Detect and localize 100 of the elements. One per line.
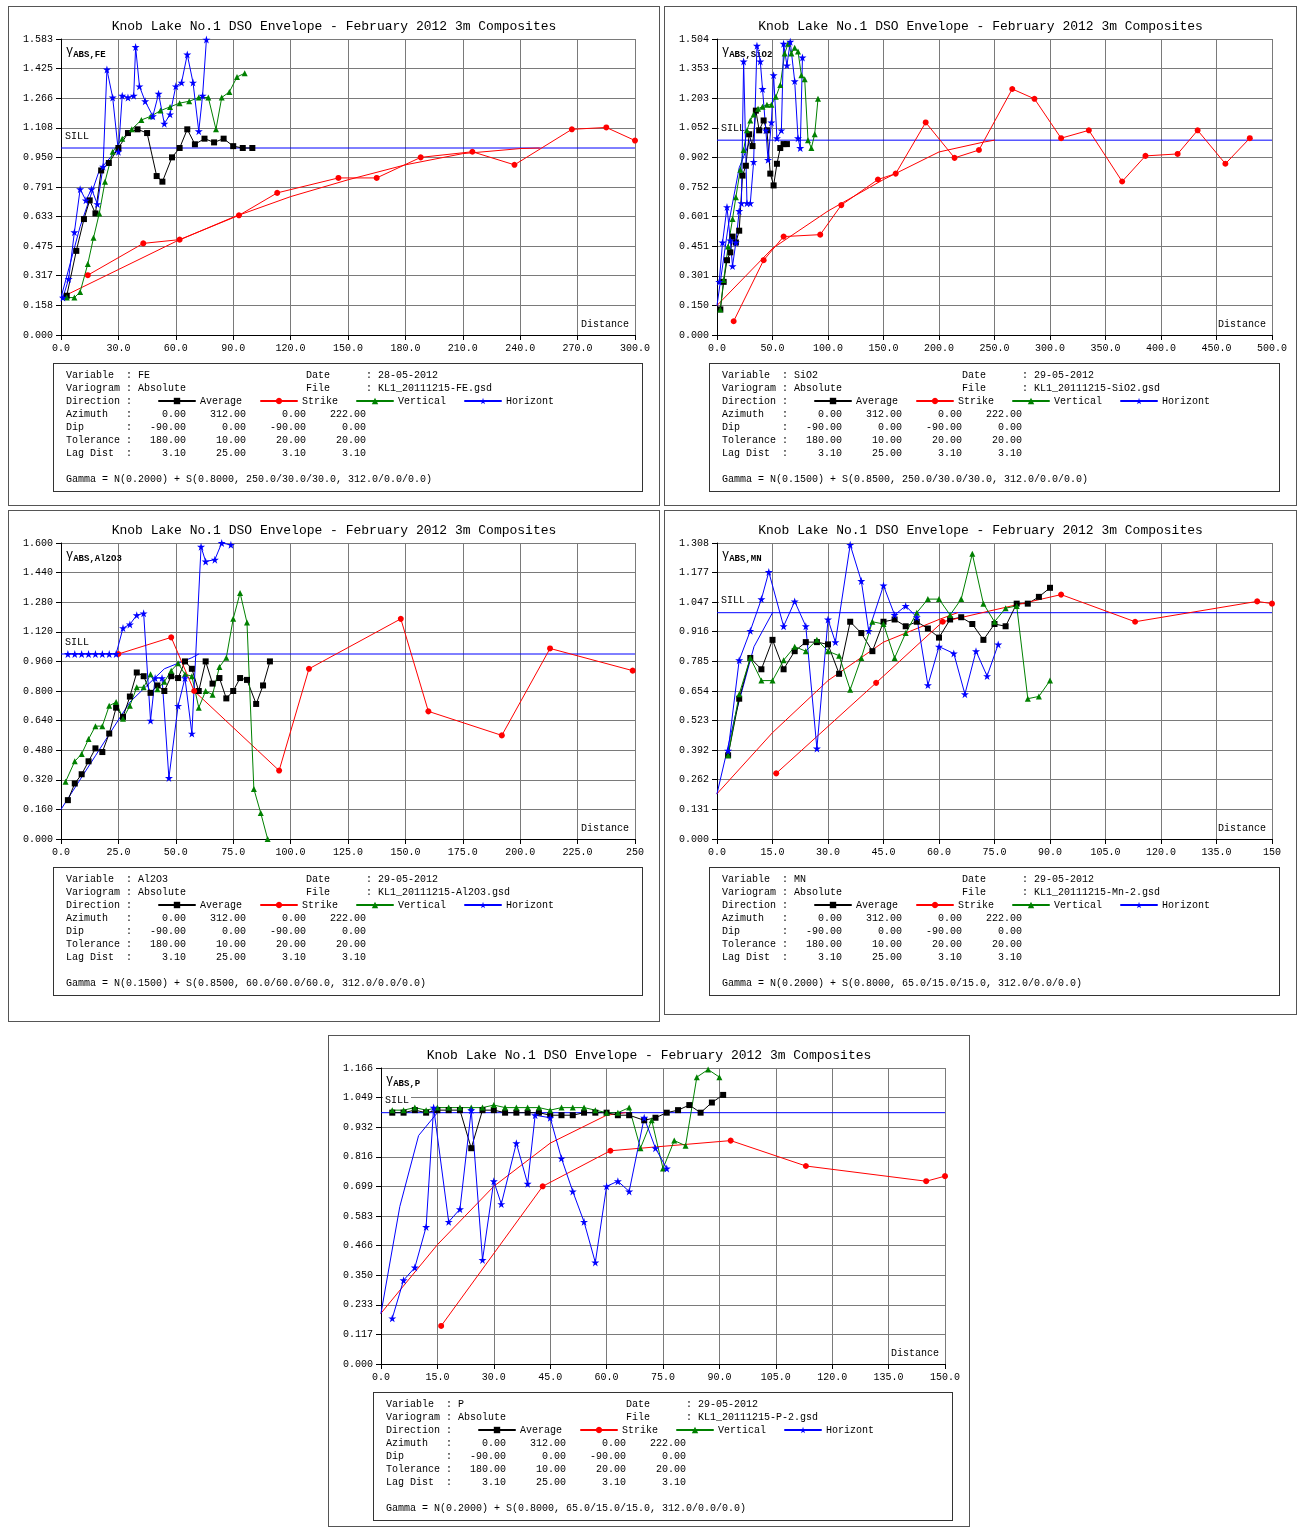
- legend-label: Vertical: [1054, 899, 1103, 911]
- text: Dip : -90.00 0.00 -90.00 0.00: [386, 1451, 687, 1462]
- text: Variogram : Absolute File : KL1_20111215-SiO2.gsd: [722, 383, 1161, 394]
- legend-label: Horizont: [1162, 395, 1211, 407]
- x-axis-title: Distance: [1217, 318, 1267, 330]
- legend-label: Horizont: [506, 395, 555, 407]
- y-tick-label: 0.160: [22, 803, 53, 815]
- x-tick-label: 300.0: [619, 342, 651, 354]
- y-tick-label: 0.640: [22, 715, 53, 727]
- x-tick-label: 30.0: [106, 342, 131, 354]
- x-tick-label: 270.0: [562, 342, 593, 354]
- x-tick-label: 60.0: [926, 846, 952, 858]
- chart-title: Knob Lake No.1 DSO Envelope - February 2012 3m Composites: [111, 19, 557, 34]
- x-tick-label: 240.0: [505, 342, 536, 354]
- x-tick-label: 200.0: [923, 342, 955, 354]
- chart-title: Knob Lake No.1 DSO Envelope - February 2012 3m Composites: [111, 523, 557, 538]
- legend-label: Horizont: [826, 1424, 875, 1436]
- legend-label: Average: [200, 899, 243, 911]
- x-tick-label: 0.0: [51, 846, 71, 858]
- x-tick-label: 250: [625, 846, 645, 858]
- text: Gamma = N(0.1500) + S(0.8500, 60.0/60.0/60.0, 312.0/0.0/0.0): [66, 978, 427, 989]
- text: Variable : Al2O3 Date : 29-05-2012: [66, 874, 439, 885]
- x-tick-label: 25.0: [106, 846, 131, 858]
- legend-label: Strike: [958, 395, 995, 407]
- text: Tolerance : 180.00 10.00 20.00 20.00: [66, 939, 367, 950]
- text: Direction :: [66, 396, 133, 407]
- ref-line-label: SILL: [721, 595, 746, 607]
- y-tick-label: 0.785: [678, 655, 709, 667]
- text: Lag Dist : 3.10 25.00 3.10 3.10: [722, 448, 1023, 459]
- ref-line-label: SILL: [385, 1095, 410, 1107]
- text: Direction :: [722, 396, 789, 407]
- text: Variable : SiO2 Date : 29-05-2012: [722, 370, 1095, 381]
- legend-label: Average: [520, 1424, 563, 1436]
- x-tick-label: 75.0: [982, 846, 1007, 858]
- x-axis-title: Distance: [890, 1347, 940, 1359]
- x-tick-label: 180.0: [390, 342, 421, 354]
- y-tick-label: 0.350: [342, 1269, 373, 1281]
- x-tick-label: 30.0: [815, 846, 841, 858]
- legend-label: Vertical: [1054, 395, 1103, 407]
- y-tick-label: 1.177: [678, 567, 709, 579]
- y-tick-label: 1.049: [342, 1092, 373, 1104]
- y-tick-label: 1.600: [22, 537, 53, 549]
- legend-label: Average: [856, 395, 899, 407]
- y-tick-label: 0.633: [22, 211, 53, 223]
- x-tick-label: 120.0: [1145, 846, 1177, 858]
- y-tick-label: 0.301: [678, 270, 709, 282]
- y-tick-label: 0.699: [342, 1181, 373, 1193]
- text: Dip : -90.00 0.00 -90.00 0.00: [722, 926, 1023, 937]
- y-tick-label: 0.320: [22, 774, 53, 786]
- y-tick-label: 0.000: [678, 329, 709, 341]
- text: Variogram : Absolute File : KL1_20111215-FE.gsd: [66, 383, 493, 394]
- x-tick-label: 350.0: [1090, 342, 1121, 354]
- x-tick-label: 75.0: [221, 846, 246, 858]
- text: Variogram : Absolute File : KL1_20111215-Al2O3.gsd: [66, 887, 511, 898]
- y-tick-label: 0.916: [678, 626, 709, 638]
- y-tick-label: 0.800: [22, 685, 53, 697]
- x-axis-title: Distance: [580, 318, 630, 330]
- legend-label: Vertical: [398, 395, 447, 407]
- y-tick-label: 0.902: [678, 151, 709, 163]
- y-tick-label: 0.150: [678, 299, 709, 311]
- text: Variable : MN Date : 29-05-2012: [722, 874, 1095, 885]
- y-tick-label: 0.480: [22, 744, 53, 756]
- x-tick-label: 150.0: [868, 342, 899, 354]
- text: Azimuth : 0.00 312.00 0.00 222.00: [66, 409, 367, 420]
- x-tick-label: 0.0: [707, 846, 727, 858]
- x-tick-label: 100.0: [275, 846, 306, 858]
- text: Gamma = N(0.2000) + S(0.8000, 65.0/15.0/15.0, 312.0/0.0/0.0): [386, 1503, 747, 1514]
- x-tick-label: 150.0: [390, 846, 421, 858]
- y-tick-label: 0.131: [678, 803, 709, 815]
- legend-label: Average: [200, 395, 243, 407]
- x-tick-label: 50.0: [760, 342, 785, 354]
- x-tick-label: 135.0: [873, 1371, 904, 1383]
- text: Gamma = N(0.2000) + S(0.8000, 65.0/15.0/15.0, 312.0/0.0/0.0): [722, 978, 1083, 989]
- text: Azimuth : 0.00 312.00 0.00 222.00: [386, 1438, 687, 1449]
- legend-label: Average: [856, 899, 899, 911]
- y-tick-label: 0.523: [678, 715, 709, 727]
- text: Tolerance : 180.00 10.00 20.00 20.00: [66, 435, 367, 446]
- y-tick-label: 0.317: [22, 270, 53, 282]
- y-tick-label: 0.583: [342, 1210, 373, 1222]
- legend-label: Vertical: [718, 1424, 767, 1436]
- text: Lag Dist : 3.10 25.00 3.10 3.10: [722, 952, 1023, 963]
- text: Dip : -90.00 0.00 -90.00 0.00: [66, 926, 367, 937]
- x-tick-label: 500.0: [1256, 342, 1288, 354]
- x-tick-label: 45.0: [871, 846, 896, 858]
- y-tick-label: 0.392: [678, 744, 709, 756]
- x-tick-label: 75.0: [650, 1371, 676, 1383]
- text: Tolerance : 180.00 10.00 20.00 20.00: [722, 939, 1023, 950]
- x-tick-label: 210.0: [447, 342, 478, 354]
- x-tick-label: 15.0: [425, 1371, 450, 1383]
- legend-label: Strike: [302, 395, 339, 407]
- y-tick-label: 0.654: [678, 685, 709, 697]
- chart-title: Knob Lake No.1 DSO Envelope - February 2012 3m Composites: [758, 523, 1203, 538]
- text: Tolerance : 180.00 10.00 20.00 20.00: [722, 435, 1023, 446]
- legend-label: Vertical: [398, 899, 447, 911]
- y-tick-label: 0.752: [678, 181, 709, 193]
- text: Lag Dist : 3.10 25.00 3.10 3.10: [66, 952, 367, 963]
- text: Lag Dist : 3.10 25.00 3.10 3.10: [386, 1477, 687, 1488]
- x-tick-label: 225.0: [562, 846, 593, 858]
- text: Lag Dist : 3.10 25.00 3.10 3.10: [66, 448, 367, 459]
- x-axis-title: Distance: [580, 822, 630, 834]
